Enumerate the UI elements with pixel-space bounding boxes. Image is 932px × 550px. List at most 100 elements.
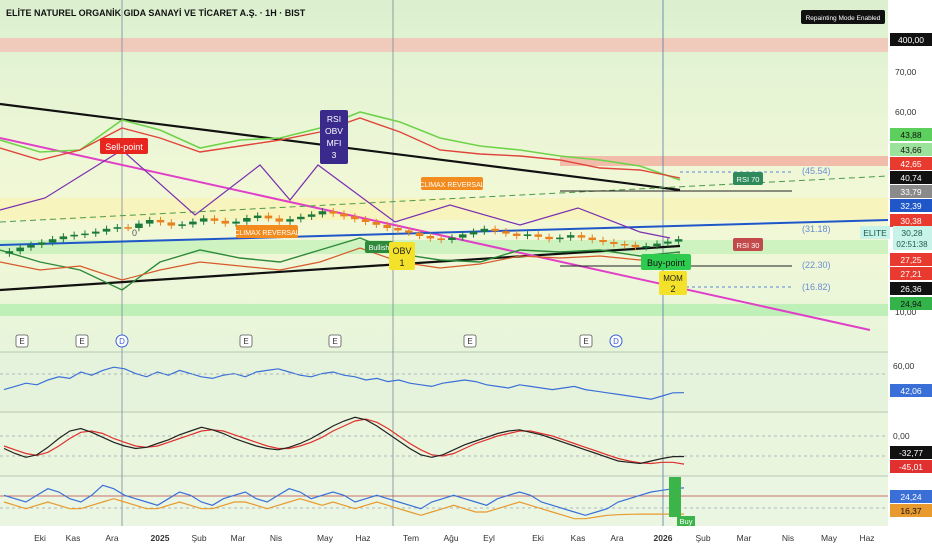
candle-body — [210, 218, 219, 221]
candle-body — [167, 222, 176, 226]
candle-body — [512, 233, 521, 236]
candle-body — [534, 234, 543, 237]
time-axis-tick-20: Haz — [859, 533, 874, 543]
dmi-pane-bg — [0, 476, 888, 526]
time-axis-tick-14: Ara — [610, 533, 624, 543]
price-axis-tag-label-5: 33,79 — [900, 187, 922, 197]
buy-point-label: Buy-point — [647, 258, 686, 268]
climax-reversal-marker-1: CLIMAX REVERSAL — [234, 225, 300, 238]
candle-body — [232, 221, 240, 224]
last-price-value: 30,28 — [901, 228, 923, 238]
candle-body — [545, 236, 553, 240]
dmi-line-a — [3, 484, 685, 516]
candle-body — [404, 230, 413, 233]
price-axis-tag-label-1: 43,88 — [900, 130, 922, 140]
obv-label-line-2: 1 — [399, 258, 404, 268]
candle-body — [674, 239, 683, 242]
candle-body — [70, 234, 78, 237]
candle-body — [329, 211, 337, 214]
price-axis-tag-label-9: 27,21 — [900, 269, 922, 279]
price-axis-tag-label-4: 40,74 — [900, 173, 922, 183]
support-band-bottom — [0, 304, 888, 316]
time-axis-tick-2: Ara — [105, 533, 119, 543]
candle-body — [631, 244, 640, 248]
candle-body — [448, 237, 456, 240]
candle-body — [264, 215, 273, 219]
candle-body — [361, 219, 370, 222]
event-marker-label-5: E — [467, 337, 472, 346]
rsi-line — [3, 366, 685, 400]
price-axis-tags: 400,00 43,88 43,66 42,65 40,74 33,79 32,39 30,3… — [890, 33, 932, 310]
candle-body — [340, 213, 348, 217]
event-marker-1: E — [75, 334, 89, 348]
candle-body — [297, 216, 305, 220]
rsi30-label: RSI 30 — [737, 241, 760, 250]
price-axis-tag-11: 24,94 — [890, 297, 932, 310]
osc-slow-line — [3, 418, 685, 465]
candle-body — [664, 241, 672, 244]
price-axis-tick-6: 10,00 — [895, 307, 917, 317]
buy-point-marker: Buy-point — [641, 254, 691, 270]
price-axis-tag-9: 27,21 — [890, 267, 932, 280]
rsi70-label: RSI 70 — [737, 175, 760, 184]
price-axis-tag-label-6: 32,39 — [900, 201, 922, 211]
candle-body — [523, 234, 532, 236]
candle-body — [620, 244, 629, 246]
price-axis-tag-5: 33,79 — [890, 185, 932, 198]
time-axis-tick-18: Nis — [782, 533, 794, 543]
rsi-obv-mfi-line-4: 3 — [332, 150, 337, 160]
last-price-tag: 30,28 02:51:38 — [893, 226, 932, 250]
candle-body — [178, 224, 186, 226]
price-axis-tick-0: 70,00 — [895, 67, 917, 77]
candle-body — [221, 220, 230, 224]
price-axis-tag-0: 400,00 — [890, 33, 932, 46]
osc-axis-tick: 0,00 — [893, 431, 910, 441]
price-axis-tag-label-7: 30,38 — [900, 216, 922, 226]
time-axis-tick-19: May — [821, 533, 838, 543]
neutral-band — [0, 198, 888, 220]
osc-last-value-1: -32,77 — [899, 448, 923, 458]
dmi-last-value-1: 24,24 — [900, 492, 922, 502]
price-axis-tag-6: 32,39 — [890, 199, 932, 212]
price-axis-tag-label-10: 26,36 — [900, 284, 922, 294]
symbol-label: ELITE — [863, 228, 887, 238]
time-axis-tick-15: 2026 — [654, 533, 673, 543]
rsi-last-tag: 42,06 — [890, 384, 932, 397]
price-axis-tag-label-11: 24,94 — [900, 299, 922, 309]
time-axis-tick-11: Eyl — [483, 533, 495, 543]
event-marker-label-7: D — [613, 337, 619, 346]
rsi30-tag: RSI 30 — [733, 238, 763, 251]
candle-body — [415, 232, 424, 236]
rsi-last-value: 42,06 — [900, 386, 922, 396]
price-axis-tag-3: 42,65 — [890, 157, 932, 170]
time-axis-tick-6: Nis — [270, 533, 282, 543]
candle-body — [491, 228, 499, 232]
candles-group — [5, 208, 683, 257]
price-axis-tag-7: 30,38 — [890, 214, 932, 227]
price-axis-tick-1: 60,00 — [895, 107, 917, 117]
time-axis-tick-0: Eki — [34, 533, 46, 543]
ma-orange — [0, 247, 681, 281]
candle-body — [275, 218, 284, 222]
osc-last-tag-2: -45,01 — [890, 460, 932, 473]
candle-body — [59, 236, 68, 240]
osc-pane-bg — [0, 412, 888, 476]
candle-body — [145, 220, 154, 224]
dmi-last-value-2: 16,37 — [900, 506, 922, 516]
price-axis-tag-label-3: 42,65 — [900, 159, 922, 169]
event-marker-label-6: E — [583, 337, 588, 346]
obv-marker: OBV 1 — [389, 242, 415, 270]
candle-body — [469, 231, 478, 235]
osc-last-tag-1: -32,77 — [890, 446, 932, 459]
candle-body — [307, 214, 316, 217]
time-axis-bg — [0, 526, 932, 550]
event-marker-3: E — [239, 334, 253, 348]
sell-point-label: Sell-point — [105, 142, 143, 152]
countdown-value: 02:51:38 — [896, 240, 928, 249]
candle-body — [318, 211, 327, 215]
price-axis-tag-8: 27,25 — [890, 253, 932, 266]
level-label-2: (31.18) — [802, 224, 831, 234]
dmi-last-tag-2: 16,37 — [890, 504, 932, 517]
